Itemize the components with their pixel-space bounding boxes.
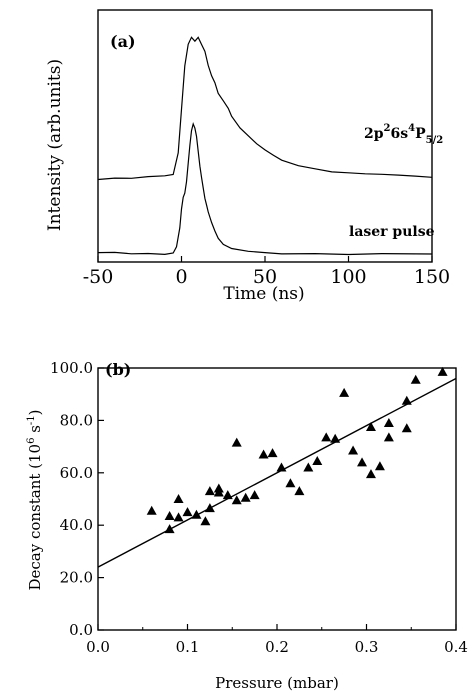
data-point-triangle <box>437 366 448 376</box>
data-point-triangle <box>213 487 224 497</box>
data-point-triangle <box>222 490 233 500</box>
data-point-triangle <box>401 423 412 433</box>
panel-b-x-axis-label: Pressure (mbar) <box>215 674 339 692</box>
panel-b-x-tick-label: 0.1 <box>176 638 200 656</box>
panel-b-x-tick-label: 0.3 <box>355 638 379 656</box>
data-point-triangle <box>339 387 350 397</box>
panel-b-x-tick-label: 0.0 <box>86 638 110 656</box>
data-point-triangle <box>348 445 359 455</box>
data-point-triangle <box>258 449 269 459</box>
data-point-triangle <box>401 395 412 405</box>
data-point-triangle <box>146 505 157 515</box>
data-point-triangle <box>240 492 251 502</box>
panel-label-b: (b) <box>105 360 131 379</box>
panel-a: (a) -50 0 50 100 150 Time (ns) Intensity (ar… <box>45 9 450 304</box>
data-point-triangle <box>365 421 376 431</box>
panel-b-y-tick-label: 100.0 <box>50 359 93 377</box>
panel-a-x-tick-label: 50 <box>253 266 277 288</box>
data-point-triangle <box>164 511 175 521</box>
data-point-triangle <box>204 486 215 496</box>
series-excited-state <box>97 36 433 181</box>
data-point-triangle <box>204 503 215 513</box>
panel-a-x-tick-label: 0 <box>175 266 187 288</box>
data-point-triangle <box>182 507 193 517</box>
linear-fit-line <box>97 377 457 568</box>
data-point-triangle <box>173 512 184 522</box>
data-point-triangle <box>383 432 394 442</box>
panel-b-y-ticks: 0.0 20.0 40.0 60.0 80.0 100.0 <box>50 359 104 639</box>
data-point-triangle <box>312 456 323 466</box>
panel-b-y-tick-label: 0.0 <box>69 621 93 639</box>
data-point-triangle <box>285 478 296 488</box>
data-point-triangle <box>303 462 314 472</box>
data-point-triangle <box>276 462 287 472</box>
panel-a-x-ticks: -50 0 50 100 150 <box>83 256 450 288</box>
data-point-triangle <box>191 509 202 519</box>
panel-b-fit-line <box>97 377 457 568</box>
data-point-triangle <box>200 516 211 526</box>
panel-a-x-tick-label: -50 <box>83 266 114 288</box>
data-point-triangle <box>410 374 421 384</box>
data-point-triangle <box>330 433 341 443</box>
panel-b-y-tick-label: 60.0 <box>60 464 93 482</box>
panel-a-series <box>97 36 433 256</box>
data-point-triangle <box>294 486 305 496</box>
data-point-triangle <box>357 457 368 467</box>
data-point-triangle <box>164 524 175 534</box>
panel-a-x-tick-label: 150 <box>414 266 450 288</box>
data-point-triangle <box>267 448 278 458</box>
data-point-triangle <box>374 461 385 471</box>
series-label-laser-pulse: laser pulse <box>349 224 435 240</box>
panel-b-y-axis-label: Decay constant (106 s-1) <box>26 409 44 590</box>
panel-b: (b) 0.0 0.1 0.2 0.3 0.4 0.0 20.0 40.0 60.0 80.0 1… <box>26 359 468 692</box>
data-point-triangle <box>249 490 260 500</box>
series-laser-pulse <box>97 121 433 256</box>
panel-b-x-tick-label: 0.2 <box>265 638 289 656</box>
panel-b-x-ticks: 0.0 0.1 0.2 0.3 0.4 <box>86 624 468 656</box>
data-point-triangle <box>365 469 376 479</box>
data-point-triangle <box>173 494 184 503</box>
data-point-triangle <box>383 418 394 428</box>
panel-a-x-tick-label: 100 <box>330 266 366 288</box>
panel-b-y-tick-label: 20.0 <box>60 569 93 587</box>
panel-b-x-tick-label: 0.4 <box>444 638 468 656</box>
panel-label-a: (a) <box>110 32 136 51</box>
panel-b-y-tick-label: 40.0 <box>60 516 93 534</box>
data-point-triangle <box>321 432 332 442</box>
series-label-excited-state: 2p26s4P5/2 <box>364 123 443 146</box>
panel-b-y-tick-label: 80.0 <box>60 411 93 429</box>
panel-a-x-axis-label: Time (ns) <box>223 284 304 304</box>
panel-a-y-axis-label: Intensity (arb.units) <box>45 59 65 231</box>
data-point-triangle <box>231 495 242 505</box>
data-point-triangle <box>231 437 242 447</box>
panel-b-points <box>146 366 448 534</box>
